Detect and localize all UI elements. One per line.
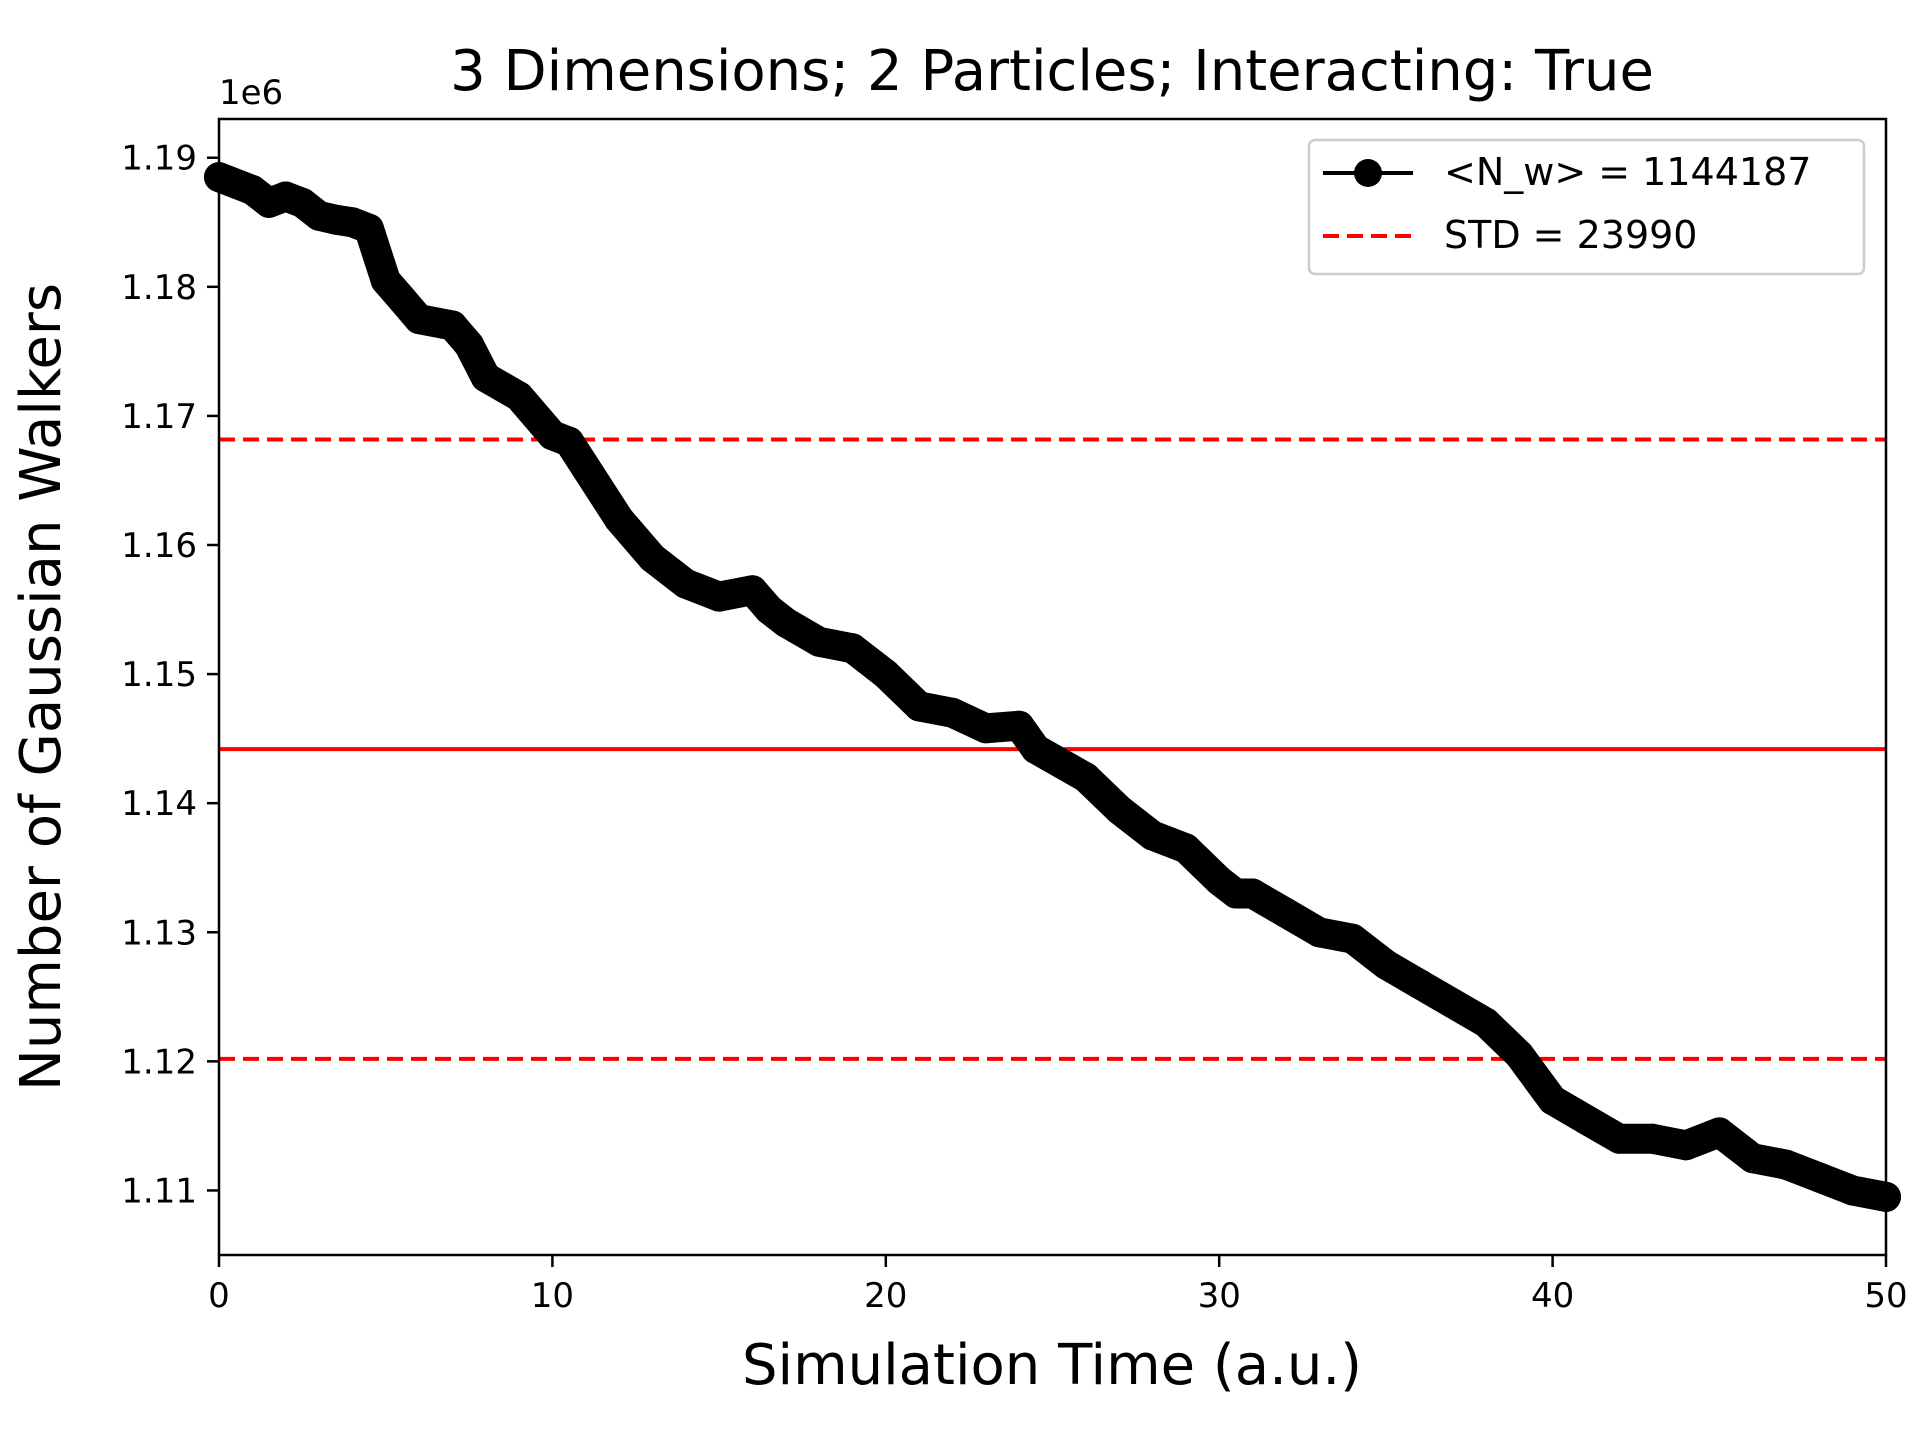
walkers-point — [1737, 1143, 1768, 1174]
legend-marker-walkers — [1354, 159, 1382, 187]
walkers-point — [1170, 833, 1201, 864]
legend-label-std: STD = 23990 — [1444, 213, 1697, 257]
y-tick-label: 1.12 — [121, 1042, 197, 1082]
walkers-point — [937, 697, 968, 728]
walkers-point — [1070, 762, 1101, 793]
walkers-point — [1804, 1162, 1835, 1193]
walkers-point — [770, 607, 801, 638]
walkers-point — [454, 329, 484, 360]
plot-frame — [217, 117, 1888, 1257]
walkers-point — [1137, 820, 1168, 851]
walkers-point — [1504, 1039, 1535, 1070]
walkers-point — [1570, 1104, 1601, 1135]
y-offset-label: 1e6 — [219, 73, 283, 113]
legend-label-walkers: <N_w> = 1144187 — [1444, 150, 1811, 194]
walkers-point — [970, 713, 1001, 744]
walkers-point — [1270, 897, 1301, 928]
y-tick-label: 1.13 — [121, 913, 197, 953]
walkers-point — [1104, 794, 1135, 825]
y-tick-label: 1.16 — [121, 526, 197, 566]
walkers-point — [1637, 1123, 1668, 1154]
walkers-point — [604, 504, 635, 535]
walkers-point — [1370, 949, 1401, 980]
x-tick-label: 20 — [864, 1276, 907, 1316]
x-tick-label: 30 — [1198, 1276, 1241, 1316]
x-axis-label: Simulation Time (a.u.) — [742, 1333, 1362, 1398]
walkers-point — [470, 362, 501, 393]
walkers-point — [870, 659, 901, 690]
walkers-point — [1837, 1175, 1868, 1206]
walkers-point — [1020, 734, 1051, 764]
legend: <N_w> = 1144187 STD = 23990 — [1307, 138, 1866, 276]
y-axis: 1.11 1.12 1.13 1.14 1.15 1.16 1.17 1.18 1.19 — [121, 139, 219, 1211]
x-tick-label: 10 — [531, 1276, 574, 1316]
y-axis-label: Number of Gaussian Walkers — [9, 283, 74, 1091]
walkers-point — [804, 626, 835, 657]
walkers-point — [554, 426, 585, 457]
walkers-point — [637, 542, 668, 573]
chart-title: 3 Dimensions; 2 Particles; Interacting: … — [450, 39, 1654, 104]
walkers-point — [1337, 923, 1368, 954]
walkers-point — [704, 581, 735, 612]
y-tick-label: 1.18 — [121, 268, 197, 308]
walkers-point — [1537, 1085, 1568, 1116]
walkers-point — [404, 304, 434, 335]
walkers-point — [1004, 710, 1035, 741]
y-tick-label: 1.11 — [121, 1171, 197, 1211]
walkers-point — [504, 381, 535, 412]
walkers-point — [1604, 1123, 1635, 1154]
x-tick-label: 0 — [208, 1276, 230, 1316]
x-tick-label: 50 — [1864, 1276, 1907, 1316]
walkers-point — [1771, 1149, 1801, 1180]
walkers-point — [1671, 1130, 1701, 1161]
legend-box — [1307, 138, 1866, 276]
walkers-point — [354, 213, 384, 244]
walkers-point — [904, 691, 935, 722]
y-tick-label: 1.15 — [121, 655, 197, 695]
walkers-point — [570, 452, 601, 483]
walkers-point — [670, 568, 701, 599]
walkers-point — [1237, 878, 1268, 909]
walkers-point — [1704, 1117, 1735, 1148]
walkers-point — [837, 633, 868, 664]
walkers-point — [1404, 968, 1435, 999]
walkers-point — [1470, 1007, 1501, 1038]
walkers-point — [1437, 988, 1468, 1019]
y-tick-label: 1.17 — [121, 397, 197, 437]
x-axis: 0 10 20 30 40 50 — [208, 1255, 1908, 1316]
series-layer — [204, 162, 1901, 1212]
walkers-point — [1304, 917, 1335, 948]
y-tick-label: 1.19 — [121, 139, 197, 179]
x-tick-label: 40 — [1531, 1276, 1574, 1316]
y-tick-label: 1.14 — [121, 784, 197, 824]
